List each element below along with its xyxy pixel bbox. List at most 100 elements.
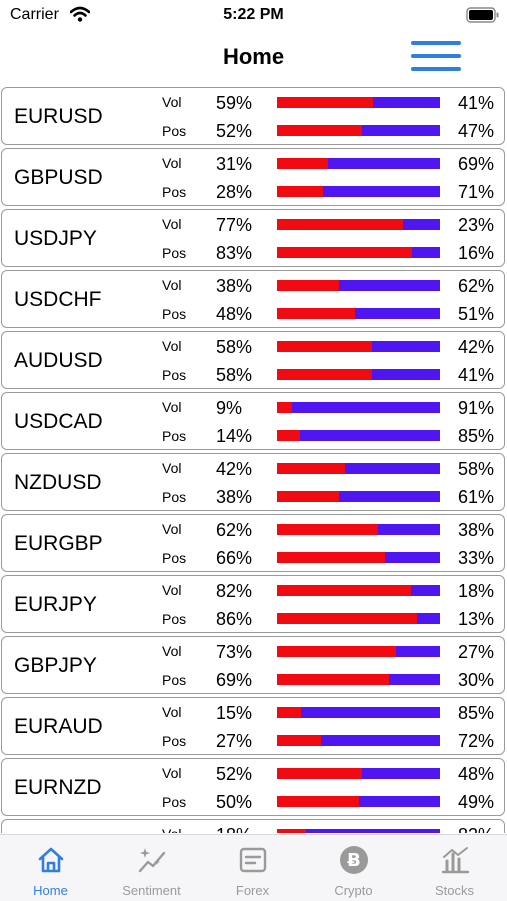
- pair-row[interactable]: GBPUSD Vol 31% 69% Pos 28% 71%: [1, 148, 505, 206]
- pair-row[interactable]: USDCAD Vol 9% 91% Pos 14% 85%: [1, 392, 505, 450]
- vol-long-percent: 42%: [216, 459, 253, 479]
- tab-forex[interactable]: Forex: [202, 835, 303, 901]
- vol-label: Vol: [162, 399, 182, 415]
- pos-long-percent: 66%: [216, 548, 253, 568]
- pos-long-fill: [277, 247, 413, 258]
- clock-time: 5:22 PM: [223, 6, 284, 23]
- vol-long-percent: 38%: [216, 276, 253, 296]
- tab-stocks[interactable]: Stocks: [404, 835, 505, 901]
- pos-long-fill: [277, 552, 385, 563]
- pos-short-percent: 13%: [458, 609, 495, 629]
- pos-long-fill: [277, 735, 321, 746]
- vol-long-percent: 58%: [216, 337, 253, 357]
- battery-icon: [466, 7, 499, 23]
- vol-ratio-bar: [277, 341, 440, 352]
- pos-long-percent: 83%: [216, 243, 253, 263]
- pos-long-fill: [277, 186, 323, 197]
- pos-ratio-bar: [277, 186, 440, 197]
- pos-long-percent: 86%: [216, 609, 253, 629]
- pos-label: Pos: [162, 306, 187, 322]
- vol-long-percent: 52%: [216, 764, 253, 784]
- pair-row[interactable]: EURJPY Vol 82% 18% Pos 86% 13%: [1, 575, 505, 633]
- vol-long-fill: [277, 646, 396, 657]
- pos-label: Pos: [162, 184, 187, 200]
- pair-row[interactable]: AUDUSD Vol 58% 42% Pos 58% 41%: [1, 331, 505, 389]
- pos-label: Pos: [162, 123, 187, 139]
- vol-short-percent: 27%: [458, 642, 495, 662]
- vol-label: Vol: [162, 277, 182, 293]
- vol-long-fill: [277, 219, 403, 230]
- pair-row[interactable]: Vol 18% 82% Pos: [1, 819, 505, 833]
- pair-symbol: EURAUD: [14, 715, 103, 738]
- pos-long-percent: 27%: [216, 731, 253, 751]
- pair-symbol: GBPUSD: [14, 166, 103, 189]
- pos-label: Pos: [162, 794, 187, 810]
- vol-ratio-bar: [277, 280, 440, 291]
- pos-long-percent: 38%: [216, 487, 253, 507]
- pair-row[interactable]: NZDUSD Vol 42% 58% Pos 38% 61%: [1, 453, 505, 511]
- pair-symbol: EURUSD: [14, 105, 103, 128]
- pos-long-fill: [277, 430, 300, 441]
- pair-row[interactable]: EURAUD Vol 15% 85% Pos 27% 72%: [1, 697, 505, 755]
- pair-row[interactable]: GBPJPY Vol 73% 27% Pos 69% 30%: [1, 636, 505, 694]
- pos-label: Pos: [162, 550, 187, 566]
- vol-long-percent: 62%: [216, 520, 253, 540]
- pos-label: Pos: [162, 245, 187, 261]
- sentiment-sparkle-chart-icon: [138, 848, 166, 873]
- vol-long-percent: 82%: [216, 581, 253, 601]
- vol-short-percent: 58%: [458, 459, 495, 479]
- bitcoin-icon: Ƀ: [340, 846, 368, 874]
- vol-short-percent: 82%: [458, 825, 494, 833]
- pair-symbol: USDJPY: [14, 227, 97, 250]
- pos-short-percent: 71%: [458, 182, 495, 202]
- pos-ratio-bar: [277, 125, 440, 136]
- vol-long-fill: [277, 829, 307, 833]
- pos-ratio-bar: [277, 674, 440, 685]
- home-icon: [38, 847, 64, 873]
- pos-label: Pos: [162, 428, 187, 444]
- vol-long-percent: 73%: [216, 642, 253, 662]
- tab-crypto-label: Crypto: [334, 883, 373, 898]
- vol-label: Vol: [162, 582, 182, 598]
- vol-long-fill: [277, 280, 339, 291]
- vol-long-fill: [277, 707, 302, 718]
- tab-stocks-label: Stocks: [434, 883, 474, 898]
- vol-long-fill: [277, 97, 374, 108]
- vol-label: Vol: [162, 216, 182, 232]
- tab-home[interactable]: Home: [0, 835, 101, 901]
- pair-symbol: GBPJPY: [14, 654, 97, 677]
- pos-ratio-bar: [277, 430, 440, 441]
- vol-short-percent: 42%: [458, 337, 495, 357]
- vol-ratio-bar: [277, 463, 440, 474]
- pair-symbol: AUDUSD: [14, 349, 103, 372]
- pos-long-fill: [277, 674, 390, 685]
- vol-long-percent: 15%: [216, 703, 253, 723]
- pos-long-fill: [277, 125, 362, 136]
- tab-bar: Home Sentiment Forex Ƀ Crypto: [0, 834, 507, 901]
- pos-label: Pos: [162, 733, 187, 749]
- vol-short-percent: 23%: [458, 215, 495, 235]
- pair-row[interactable]: USDCHF Vol 38% 62% Pos 48% 51%: [1, 270, 505, 328]
- tab-sentiment[interactable]: Sentiment: [101, 835, 202, 901]
- vol-label: Vol: [162, 94, 182, 110]
- vol-short-percent: 48%: [458, 764, 495, 784]
- page-title: Home: [222, 44, 285, 69]
- carrier-label: Carrier: [10, 6, 59, 23]
- pair-row[interactable]: EURGBP Vol 62% 38% Pos 66% 33%: [1, 514, 505, 572]
- pos-long-percent: 69%: [216, 670, 253, 690]
- vol-long-fill: [277, 463, 346, 474]
- pos-label: Pos: [162, 672, 187, 688]
- vol-label: Vol: [162, 826, 181, 833]
- tab-crypto[interactable]: Ƀ Crypto: [303, 835, 404, 901]
- pos-long-percent: 50%: [216, 792, 253, 812]
- pair-list[interactable]: EURUSD Vol 59% 41% Pos 52% 47% GBPUSD Vo…: [0, 87, 507, 833]
- vol-label: Vol: [162, 704, 182, 720]
- pair-row[interactable]: USDJPY Vol 77% 23% Pos 83% 16%: [1, 209, 505, 267]
- pair-row[interactable]: EURNZD Vol 52% 48% Pos 50% 49%: [1, 758, 505, 816]
- pos-ratio-bar: [277, 796, 440, 807]
- pair-row[interactable]: EURUSD Vol 59% 41% Pos 52% 47%: [1, 87, 505, 145]
- tab-forex-label: Forex: [235, 883, 270, 898]
- menu-button[interactable]: [408, 38, 464, 76]
- pos-ratio-bar: [277, 613, 440, 624]
- vol-ratio-bar: [277, 219, 440, 230]
